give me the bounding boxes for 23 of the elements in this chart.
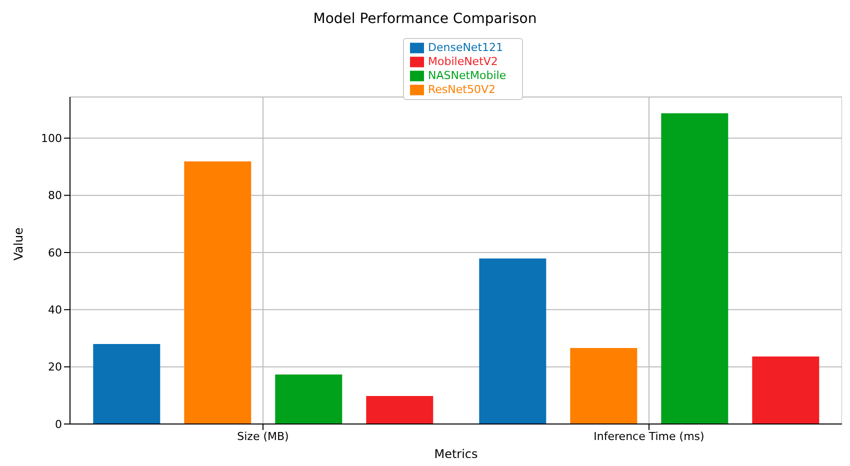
x-axis-title: Metrics bbox=[434, 447, 478, 461]
bar bbox=[93, 344, 160, 424]
bar bbox=[752, 356, 820, 424]
bar bbox=[479, 258, 546, 424]
legend-label: ResNet50V2 bbox=[428, 83, 496, 96]
x-tick-label: Size (MB) bbox=[237, 430, 289, 443]
bar bbox=[661, 113, 728, 424]
y-tick-label: 100 bbox=[41, 132, 62, 146]
bar bbox=[184, 161, 252, 424]
legend-label: NASNetMobile bbox=[428, 69, 506, 82]
bar bbox=[275, 374, 342, 424]
y-axis-title: Value bbox=[11, 228, 26, 260]
bar bbox=[366, 396, 434, 424]
bar bbox=[570, 348, 638, 424]
chart-title: Model Performance Comparison bbox=[312, 10, 538, 29]
y-tick-label: 40 bbox=[48, 304, 62, 317]
legend-label: MobileNetV2 bbox=[428, 55, 498, 68]
legend-label: DenseNet121 bbox=[428, 41, 504, 54]
y-tick-label: 0 bbox=[55, 418, 62, 431]
x-tick-label: Inference Time (ms) bbox=[594, 430, 704, 443]
y-tick-label: 60 bbox=[48, 246, 62, 260]
y-tick-label: 20 bbox=[48, 360, 62, 374]
y-tick-label: 80 bbox=[48, 189, 62, 202]
